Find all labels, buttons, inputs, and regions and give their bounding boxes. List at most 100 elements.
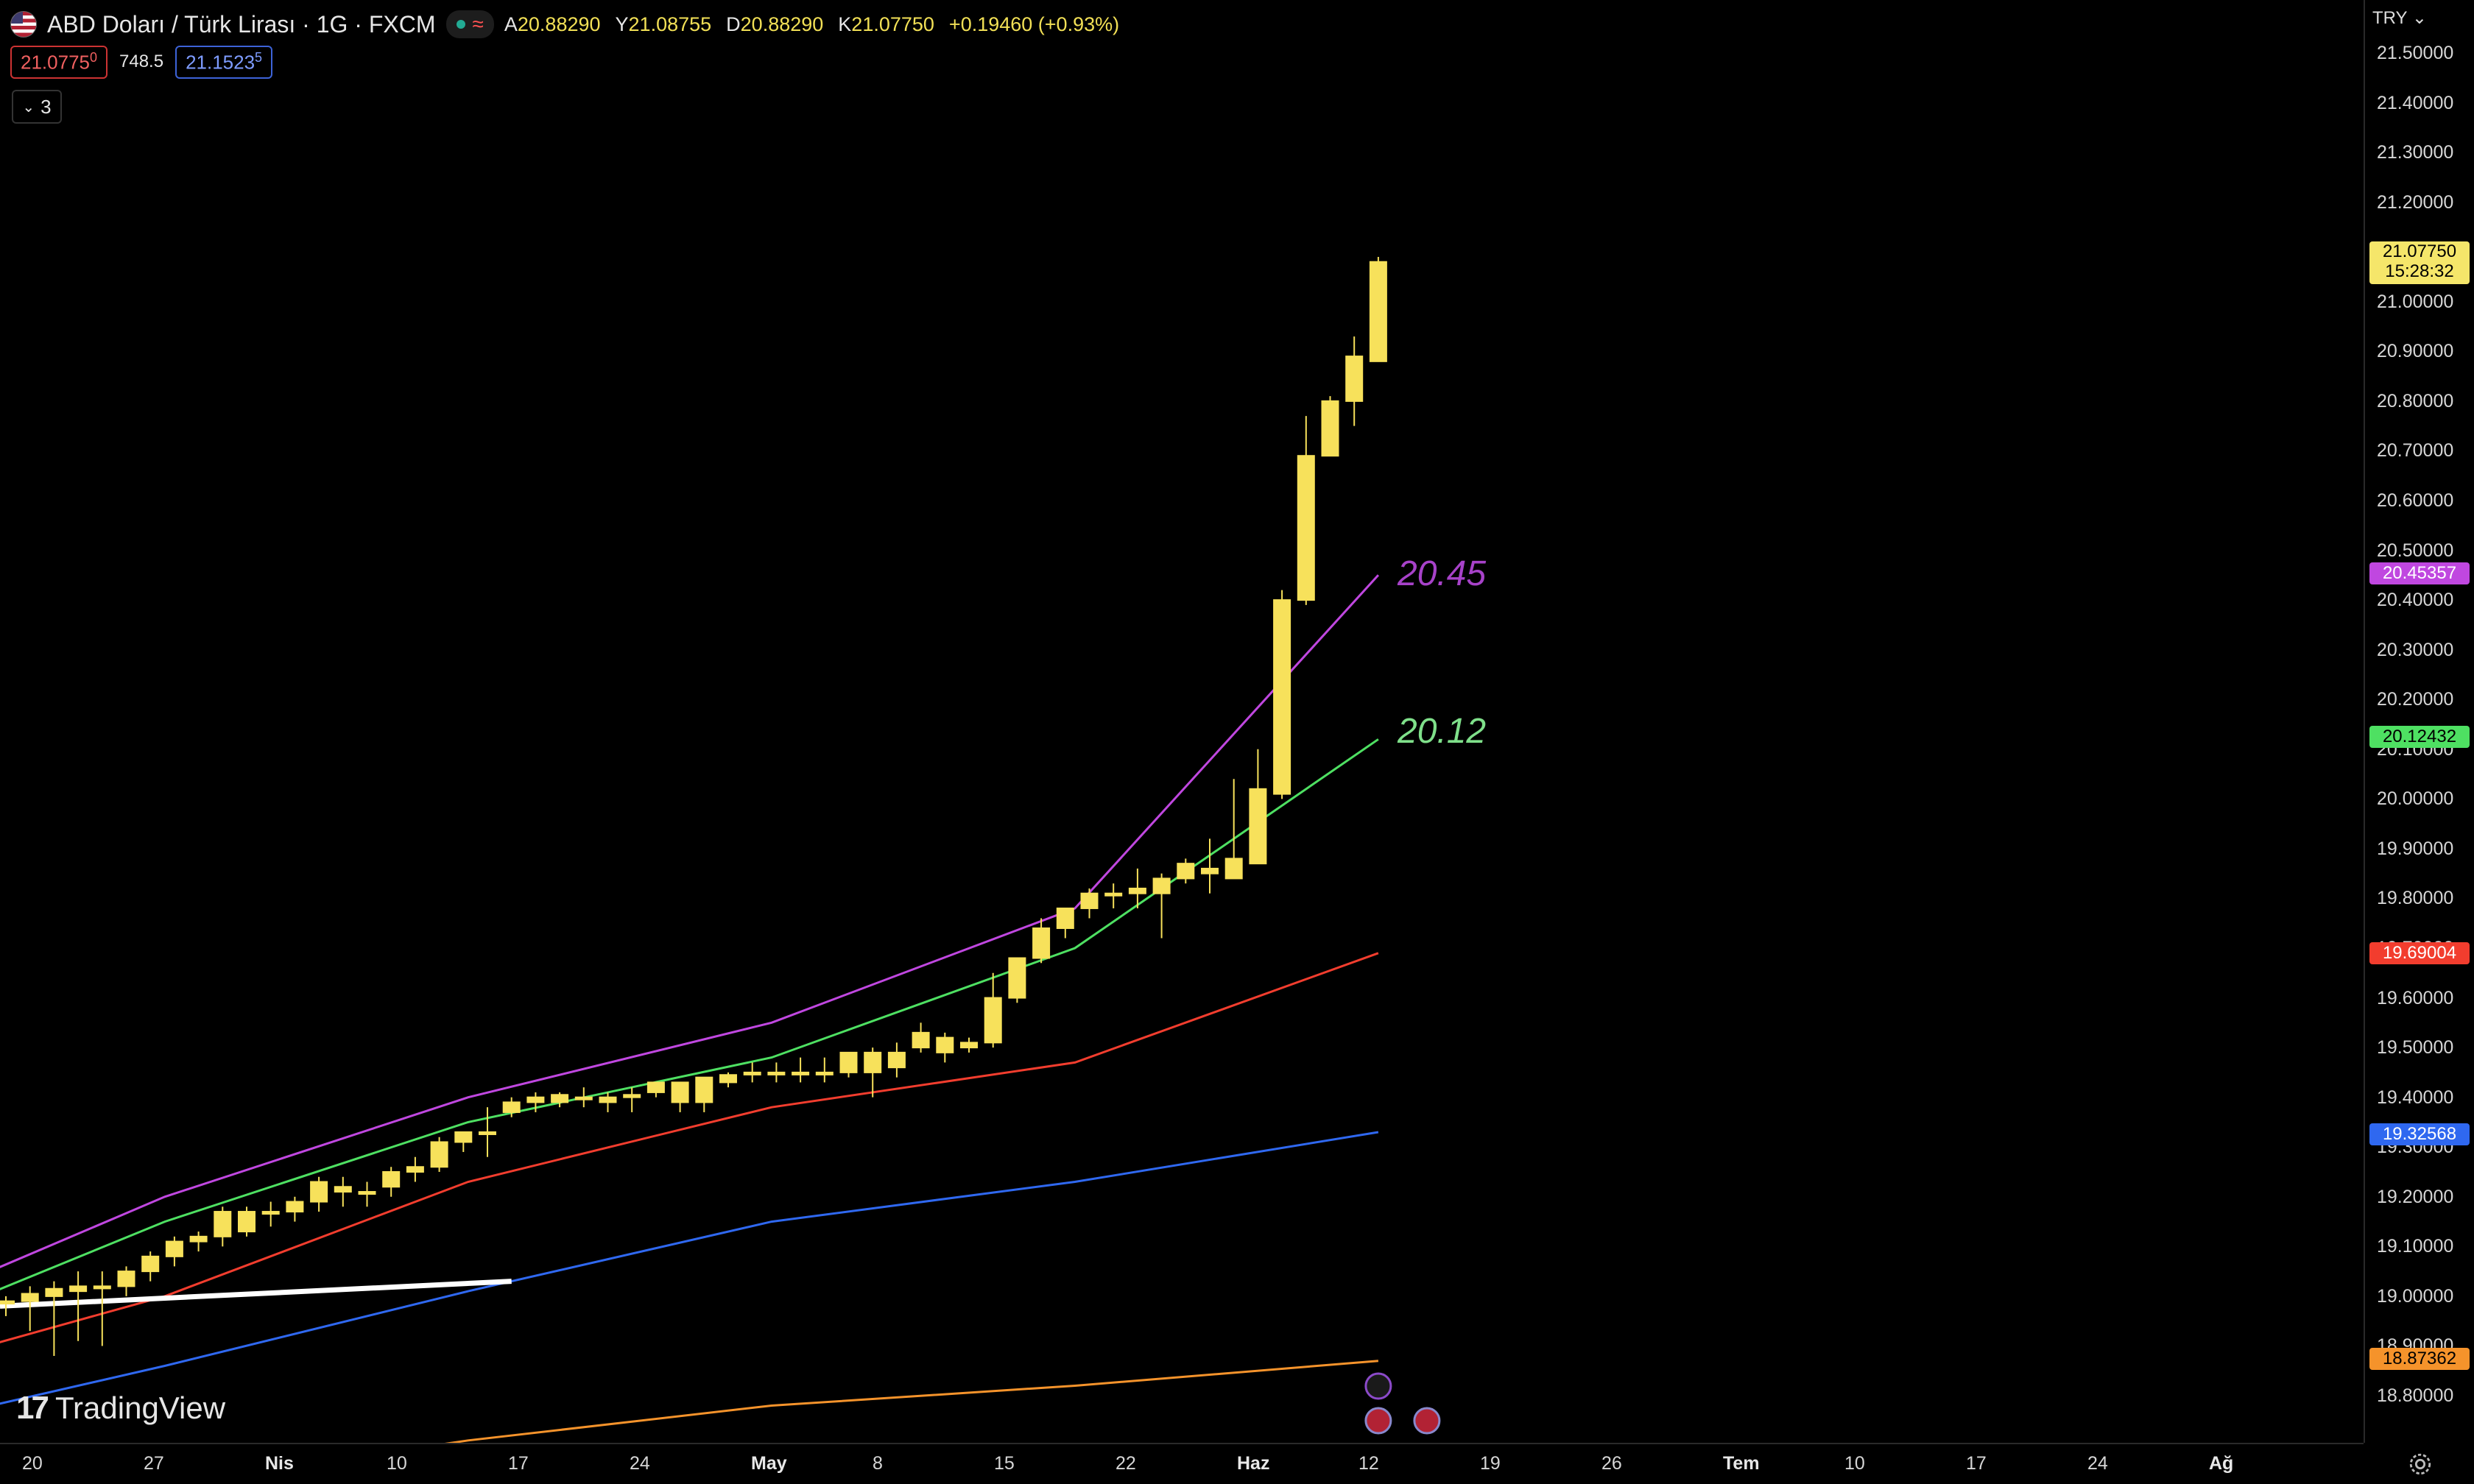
indicators-count: 3 — [40, 95, 52, 118]
time-tick: 8 — [873, 1453, 883, 1474]
candle-body — [1224, 858, 1243, 880]
price-tag[interactable]: 19.69004 — [2369, 941, 2470, 964]
candle-body — [960, 1042, 978, 1049]
price-tick: 20.00000 — [2377, 788, 2454, 810]
indicators-toggle-button[interactable]: ⌄ 3 — [12, 90, 62, 124]
candle-body — [45, 1287, 63, 1297]
price-chart[interactable] — [0, 0, 2364, 1443]
time-tick: 22 — [1116, 1453, 1136, 1474]
candle-body — [623, 1094, 641, 1098]
candle-body — [1104, 892, 1123, 897]
candle-body — [719, 1074, 737, 1084]
ohlc-open: A20.88290 — [504, 13, 601, 35]
price-tag[interactable]: 21.07750 15:28:32 — [2369, 241, 2470, 285]
candle-body — [743, 1071, 761, 1075]
candle-body — [238, 1211, 255, 1233]
candle-body — [21, 1293, 39, 1302]
candle-body — [599, 1096, 617, 1103]
candle-body — [502, 1101, 521, 1113]
candle-body — [551, 1094, 569, 1103]
price-tick: 19.80000 — [2377, 888, 2454, 909]
candle-body — [165, 1240, 183, 1257]
price-tag[interactable]: 19.32568 — [2369, 1123, 2470, 1145]
sell-button[interactable]: 21.07750 — [10, 46, 108, 79]
buy-button[interactable]: 21.15235 — [175, 46, 273, 79]
quote-row: 21.07750 748.5 21.15235 — [10, 46, 273, 79]
currency-selector[interactable]: TRY ⌄ — [2372, 8, 2427, 28]
price-tick: 19.60000 — [2377, 987, 2454, 1008]
ohlc-close: K21.07750 — [838, 13, 934, 35]
candle-body — [286, 1201, 304, 1213]
candle-body — [1008, 957, 1026, 999]
candle-body — [767, 1071, 786, 1075]
price-tag[interactable]: 20.45357 — [2369, 562, 2470, 584]
candle-body — [936, 1036, 954, 1053]
price-tag[interactable]: 18.87362 — [2369, 1348, 2470, 1371]
candle-body — [69, 1285, 88, 1293]
time-tick: Ağ — [2209, 1453, 2234, 1474]
tradingview-logo[interactable]: 17 TradingView — [16, 1390, 226, 1426]
price-tick: 20.70000 — [2377, 440, 2454, 462]
flag-icon — [10, 11, 37, 38]
chevron-down-icon: ⌄ — [22, 99, 35, 116]
price-tick: 20.20000 — [2377, 689, 2454, 710]
candle-body — [1152, 877, 1171, 894]
trend-line — [0, 1279, 512, 1309]
candle-body — [695, 1076, 713, 1103]
time-tick: 27 — [144, 1453, 164, 1474]
price-tick: 20.60000 — [2377, 490, 2454, 511]
chart-header: ABD Doları / Türk Lirası · 1G · FXCM ≈ A… — [10, 7, 1119, 41]
dot-icon — [456, 20, 465, 29]
candle-body — [1032, 927, 1051, 959]
delay-icon: ≈ — [472, 13, 484, 35]
candle-body — [1273, 599, 1291, 795]
price-tick: 21.00000 — [2377, 291, 2454, 312]
candle-body — [1177, 863, 1195, 880]
time-axis[interactable]: 20 27 Nis 10 17 24 May 8 15 22 Haz 12 19 26 Tem 10 17 24 A… — [0, 1443, 2364, 1484]
candle-body — [1321, 400, 1339, 457]
price-tick: 19.20000 — [2377, 1186, 2454, 1207]
time-tick: 24 — [630, 1453, 650, 1474]
time-tick: 17 — [1966, 1453, 1987, 1474]
time-tick: 19 — [1480, 1453, 1501, 1474]
candle-body — [454, 1131, 473, 1143]
time-tick: 26 — [1601, 1453, 1622, 1474]
chevron-down-icon: ⌄ — [2411, 8, 2427, 28]
moving-average-line-4 — [0, 1131, 1379, 1405]
candle-body — [261, 1211, 280, 1215]
price-tick: 21.40000 — [2377, 92, 2454, 113]
candle-body — [334, 1186, 352, 1193]
candle-body — [214, 1211, 232, 1237]
time-tick: Tem — [1723, 1453, 1760, 1474]
candle-body — [1080, 892, 1099, 909]
event-flag-icon — [1364, 1407, 1392, 1435]
time-tick: 15 — [994, 1453, 1015, 1474]
candle-body — [1297, 455, 1315, 601]
time-tick: 10 — [1844, 1453, 1865, 1474]
moving-average-line-2 — [0, 738, 1379, 1290]
candle-body — [117, 1271, 135, 1287]
market-status[interactable]: ≈ — [445, 10, 494, 38]
time-tick: 20 — [22, 1453, 43, 1474]
ma-label-2: 20.12 — [1398, 712, 1487, 751]
price-axis[interactable]: 21.5000021.4000021.3000021.2000021.10000… — [2364, 0, 2474, 1443]
ohlc-change: +0.19460 (+0.93%) — [948, 13, 1120, 35]
candle-body — [93, 1285, 111, 1290]
price-tick: 21.50000 — [2377, 43, 2454, 63]
ohlc-low: D20.88290 — [726, 13, 824, 35]
candle-body — [141, 1255, 160, 1273]
event-flash-icon — [1364, 1372, 1392, 1400]
price-tick: 20.80000 — [2377, 390, 2454, 411]
gear-icon[interactable] — [2408, 1452, 2433, 1477]
time-tick: 24 — [2087, 1453, 2108, 1474]
candle-body — [1345, 356, 1364, 402]
candle-body — [887, 1051, 906, 1069]
price-tick: 21.30000 — [2377, 142, 2454, 163]
candle-body — [0, 1300, 15, 1305]
symbol-title[interactable]: ABD Doları / Türk Lirası · 1G · FXCM — [47, 10, 436, 38]
candle-body — [1249, 788, 1267, 865]
candle-body — [1056, 907, 1074, 929]
price-tag[interactable]: 20.12432 — [2369, 726, 2470, 749]
time-tick: 17 — [508, 1453, 529, 1474]
ohlc-high: Y21.08755 — [615, 13, 712, 35]
